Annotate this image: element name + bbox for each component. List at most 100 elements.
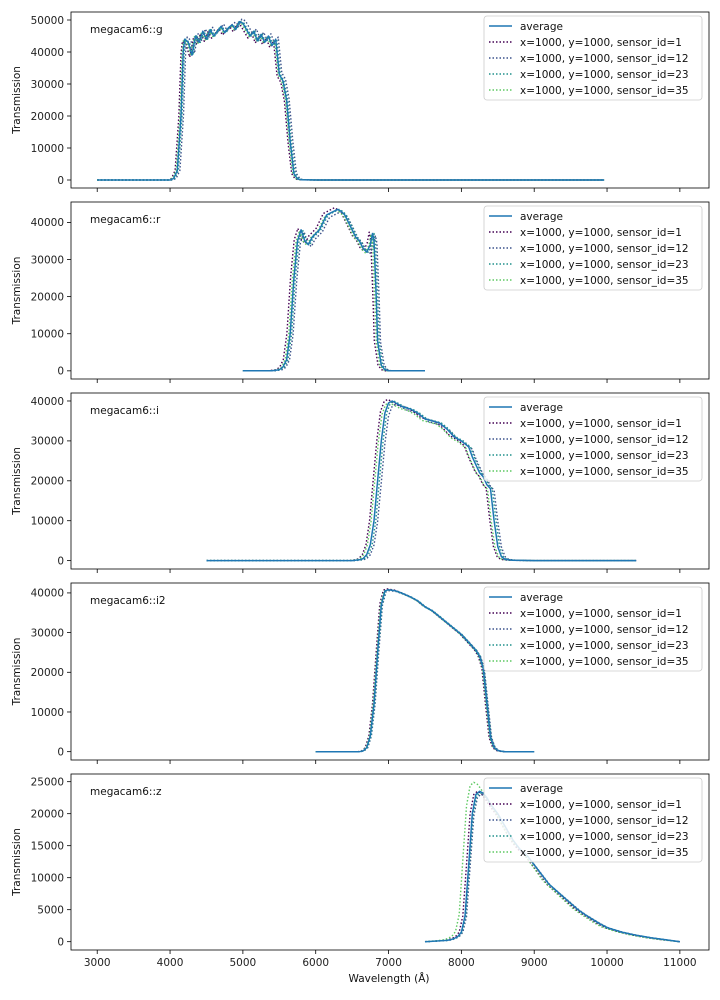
y-tick-label: 20000	[31, 111, 64, 123]
y-tick-label: 0	[57, 366, 64, 378]
series-line-x-1000-y-1000-sensor-id-12	[97, 18, 605, 181]
legend-entry: x=1000, y=1000, sensor_id=12	[520, 243, 689, 255]
legend-box	[483, 586, 703, 672]
x-tick-label: 3000	[84, 957, 111, 969]
y-tick-label: 40000	[31, 47, 64, 59]
legend-entry: x=1000, y=1000, sensor_id=1	[520, 799, 682, 811]
legend-box	[483, 777, 703, 863]
y-tick-label: 0	[57, 555, 64, 567]
legend-entry: average	[520, 592, 563, 604]
legend-entry: x=1000, y=1000, sensor_id=23	[520, 259, 689, 271]
plot-frame	[70, 11, 710, 189]
y-axis-label: Transmission	[11, 828, 23, 897]
series-line-average	[242, 208, 425, 372]
legend-entry: x=1000, y=1000, sensor_id=12	[520, 53, 689, 65]
panel-1: 0 10000 20000 30000 40000 Transmission megacam…	[11, 201, 710, 383]
y-tick-label: 20000	[31, 476, 64, 488]
y-tick-label: 30000	[31, 627, 64, 639]
legend-entry: x=1000, y=1000, sensor_id=23	[520, 640, 689, 652]
series-line-average	[315, 588, 535, 753]
legend-entry: x=1000, y=1000, sensor_id=23	[520, 831, 689, 843]
y-tick-label: 10000	[31, 329, 64, 341]
series-line-x-1000-y-1000-sensor-id-35	[206, 401, 637, 562]
legend: average x=1000, y=1000, sensor_id=1 x=1000…	[483, 396, 703, 482]
plot-frame	[70, 201, 710, 380]
y-tick-label: 10000	[31, 872, 64, 884]
y-tick-label: 0	[57, 936, 64, 948]
legend: average x=1000, y=1000, sensor_id=1 x=1000…	[483, 205, 703, 291]
y-tick-label: 30000	[31, 79, 64, 91]
y-tick-label: 25000	[31, 776, 64, 788]
y-tick-label: 30000	[31, 436, 64, 448]
series-line-x-1000-y-1000-sensor-id-12	[206, 403, 637, 562]
legend-entry: x=1000, y=1000, sensor_id=1	[520, 418, 682, 430]
plot-frame	[70, 582, 710, 761]
y-axis-label: Transmission	[11, 638, 23, 707]
legend-entry: x=1000, y=1000, sensor_id=35	[520, 275, 689, 287]
panel-0: 0 10000 20000 30000 40000 50000 Transmission me…	[11, 11, 710, 192]
legend-box	[483, 205, 703, 291]
y-tick-label: 20000	[31, 667, 64, 679]
x-tick-label: 10000	[590, 957, 623, 969]
y-tick-label: 5000	[37, 904, 64, 916]
y-tick-label: 0	[57, 175, 64, 187]
y-tick-label: 15000	[31, 840, 64, 852]
legend-entry: average	[520, 21, 563, 33]
panel-4: 0 5000 10000 15000 20000 25000 3000 4000 5000 600…	[11, 773, 710, 969]
y-tick-label: 40000	[31, 396, 64, 408]
y-axis-label: Transmission	[11, 447, 23, 516]
legend-box	[483, 15, 703, 101]
legend-entry: average	[520, 402, 563, 414]
panel-filter-label: megacam6::z	[90, 786, 162, 798]
y-tick-label: 10000	[31, 143, 64, 155]
y-tick-label: 40000	[31, 588, 64, 600]
x-tick-label: 5000	[230, 957, 257, 969]
series-line-x-1000-y-1000-sensor-id-23	[242, 208, 425, 372]
legend-entry: average	[520, 783, 563, 795]
series-line-x-1000-y-1000-sensor-id-12	[242, 211, 425, 372]
series-line-x-1000-y-1000-sensor-id-35	[242, 209, 425, 372]
y-tick-label: 20000	[31, 808, 64, 820]
legend-entry: x=1000, y=1000, sensor_id=23	[520, 69, 689, 81]
y-axis-label: Transmission	[11, 66, 23, 135]
y-tick-label: 30000	[31, 254, 64, 266]
legend-entry: x=1000, y=1000, sensor_id=12	[520, 815, 689, 827]
x-tick-label: 7000	[375, 957, 402, 969]
legend: average x=1000, y=1000, sensor_id=1 x=1000…	[483, 586, 703, 672]
y-tick-label: 10000	[31, 707, 64, 719]
series-line-average	[97, 20, 605, 181]
y-tick-label: 20000	[31, 291, 64, 303]
legend: average x=1000, y=1000, sensor_id=1 x=1000…	[483, 777, 703, 863]
legend-entry: x=1000, y=1000, sensor_id=35	[520, 466, 689, 478]
x-tick-label: 9000	[521, 957, 548, 969]
series-line-x-1000-y-1000-sensor-id-23	[97, 20, 605, 181]
panel-2: 0 10000 20000 30000 40000 Transmission megacam…	[11, 392, 710, 573]
legend: average x=1000, y=1000, sensor_id=1 x=1000…	[483, 15, 703, 101]
plot-frame	[70, 773, 710, 951]
legend-entry: x=1000, y=1000, sensor_id=1	[520, 608, 682, 620]
x-tick-label: 8000	[448, 957, 475, 969]
legend-entry: x=1000, y=1000, sensor_id=23	[520, 450, 689, 462]
series-line-x-1000-y-1000-sensor-id-1	[242, 207, 425, 372]
panel-filter-label: megacam6::g	[90, 24, 163, 36]
legend-entry: x=1000, y=1000, sensor_id=12	[520, 624, 689, 636]
legend-entry: x=1000, y=1000, sensor_id=35	[520, 847, 689, 859]
legend-entry: x=1000, y=1000, sensor_id=12	[520, 434, 689, 446]
y-tick-label: 40000	[31, 217, 64, 229]
plot-frame	[70, 392, 710, 570]
legend-entry: x=1000, y=1000, sensor_id=35	[520, 656, 689, 668]
legend-entry: x=1000, y=1000, sensor_id=35	[520, 85, 689, 97]
legend-entry: x=1000, y=1000, sensor_id=1	[520, 227, 682, 239]
panel-filter-label: megacam6::i2	[90, 595, 166, 607]
legend-box	[483, 396, 703, 482]
series-line-average	[206, 400, 637, 562]
x-tick-label: 4000	[157, 957, 184, 969]
legend-entry: average	[520, 211, 563, 223]
panel-filter-label: megacam6::i	[90, 405, 159, 417]
panel-filter-label: megacam6::r	[90, 214, 161, 226]
panel-3: 0 10000 20000 30000 40000 Transmission megacam…	[11, 582, 710, 764]
legend-entry: x=1000, y=1000, sensor_id=1	[520, 37, 682, 49]
y-tick-label: 50000	[31, 15, 64, 27]
x-tick-label: 6000	[302, 957, 329, 969]
